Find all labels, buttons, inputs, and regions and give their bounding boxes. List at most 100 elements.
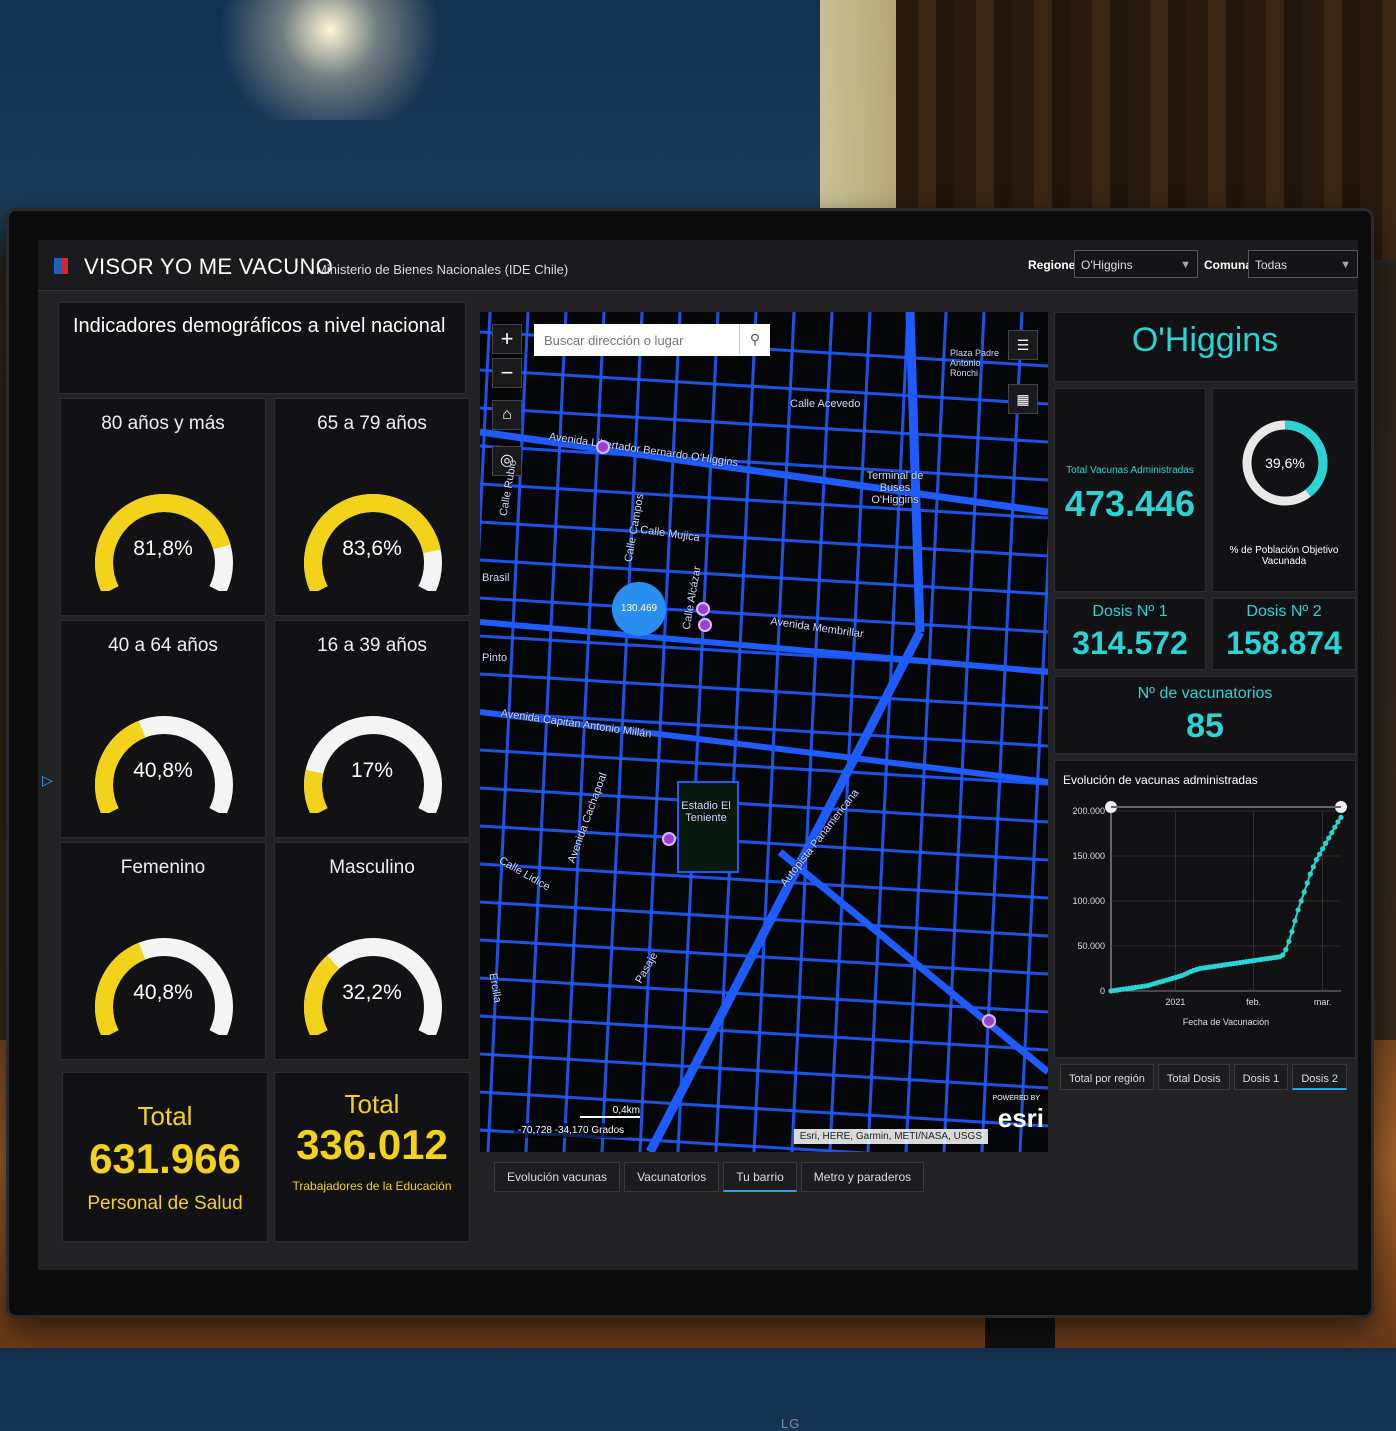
map-coordinates: -70,728 -34,170 Grados bbox=[514, 1123, 629, 1138]
x-axis-title: Fecha de Vacunación bbox=[1183, 1017, 1269, 1027]
evolucion-chart: 0 50.000 100.000 150.000 200.000 2021 feb. mar.… bbox=[1072, 801, 1347, 1027]
place-label: Estadio El Teniente bbox=[681, 800, 731, 824]
y-tick-label: 50.000 bbox=[1077, 941, 1105, 951]
donut-fill bbox=[1242, 420, 1328, 506]
tab-dosis-1[interactable]: Dosis 1 bbox=[1233, 1064, 1289, 1090]
gauge-arc bbox=[95, 938, 233, 1035]
data-point[interactable] bbox=[1301, 889, 1307, 895]
street-label: Pinto bbox=[482, 652, 508, 664]
tab-total-por-region[interactable]: Total por región bbox=[1060, 1064, 1154, 1090]
esri-powered-label: POWERED BY bbox=[992, 1095, 1040, 1102]
sidebar-toggle-icon[interactable]: ▷ bbox=[42, 772, 53, 788]
tab-dosis-2[interactable]: Dosis 2 bbox=[1292, 1064, 1347, 1090]
data-point[interactable] bbox=[1307, 871, 1313, 877]
data-point[interactable] bbox=[1286, 938, 1292, 945]
data-point[interactable] bbox=[1310, 864, 1316, 870]
data-point[interactable] bbox=[1335, 819, 1341, 825]
gauge-arc bbox=[304, 716, 442, 813]
tab-total-dosis[interactable]: Total Dosis bbox=[1157, 1064, 1230, 1090]
zoom-out-button[interactable]: − bbox=[492, 358, 522, 388]
data-point[interactable] bbox=[1329, 830, 1335, 836]
pct-donut: 39,6% bbox=[1242, 420, 1328, 506]
tab-evolucion-vacunas[interactable]: Evolución vacunas bbox=[494, 1162, 621, 1192]
comunas-select[interactable]: Todas ▼ bbox=[1248, 250, 1358, 278]
comunas-label: Comunas bbox=[1204, 258, 1259, 272]
y-tick-label: 100.000 bbox=[1072, 896, 1105, 906]
search-input[interactable] bbox=[534, 324, 746, 356]
gauge-fill bbox=[95, 716, 233, 813]
map-scale-bar: 0,4km bbox=[580, 1105, 640, 1118]
data-point[interactable] bbox=[1289, 929, 1295, 935]
data-point[interactable] bbox=[1326, 835, 1332, 841]
data-point[interactable] bbox=[1313, 857, 1320, 863]
gauge-card: Femenino 40,8% bbox=[60, 842, 266, 1060]
left-title-panel: Indicadores demográficos a nivel naciona… bbox=[58, 302, 466, 394]
locate-button[interactable]: ◎ bbox=[492, 446, 522, 476]
total-salud-sublabel: Personal de Salud bbox=[87, 1193, 243, 1214]
data-point[interactable] bbox=[1283, 947, 1289, 953]
lg-logo: LG bbox=[781, 1416, 801, 1431]
gauge-value: 32,2% bbox=[342, 981, 402, 1004]
y-tick-label: 0 bbox=[1100, 986, 1105, 996]
street-label: Terminal de Buses O'Higgins bbox=[866, 470, 924, 506]
gauge-value: 83,6% bbox=[342, 537, 402, 560]
vacunatorio-pin[interactable] bbox=[696, 602, 710, 616]
vacunatorio-pin[interactable] bbox=[596, 440, 610, 454]
total-salud-card: Total 631.966 Personal de Salud bbox=[62, 1072, 268, 1242]
data-point[interactable] bbox=[1320, 846, 1326, 852]
gauge-card: 80 años y más 81,8% bbox=[60, 398, 266, 616]
app-header: VISOR YO ME VACUNO Ministerio de Bienes … bbox=[38, 240, 1358, 291]
dosis2-card: Dosis Nº 2 158.874 bbox=[1212, 598, 1356, 670]
dosis2-value: 158.874 bbox=[1226, 625, 1342, 661]
esri-logo: esri bbox=[997, 1103, 1044, 1133]
data-point[interactable] bbox=[1292, 918, 1298, 924]
data-point[interactable] bbox=[1316, 851, 1323, 857]
comunas-value: Todas bbox=[1255, 258, 1288, 272]
evolucion-chart-panel: Evolución de vacunas administradas 0 50.0… bbox=[1054, 760, 1356, 1058]
gauge-card: Masculino 32,2% bbox=[274, 842, 470, 1060]
data-point[interactable] bbox=[1298, 898, 1304, 904]
gauge-card: 40 a 64 años 40,8% bbox=[60, 620, 266, 838]
vaccination-cluster-marker[interactable]: 130.469 bbox=[612, 582, 666, 636]
vacunatorio-pin[interactable] bbox=[662, 832, 676, 846]
tab-vacunatorios[interactable]: Vacunatorios bbox=[624, 1162, 720, 1192]
vacunatorio-pin[interactable] bbox=[982, 1014, 996, 1028]
gauge-fill bbox=[304, 938, 442, 1035]
tab-tu-barrio[interactable]: Tu barrio bbox=[723, 1162, 797, 1192]
gauge-fill bbox=[304, 494, 442, 591]
chart-title: Evolución de vacunas administradas bbox=[1063, 773, 1258, 787]
gauge-arc bbox=[304, 938, 442, 1035]
search-icon[interactable]: ⚲ bbox=[739, 324, 770, 354]
map-search[interactable]: ⚲ bbox=[534, 324, 770, 356]
map-view[interactable]: + − ⌂ ◎ ⚲ ☰ ▦ Calle Acevedo Avenida Libe… bbox=[480, 312, 1048, 1152]
chevron-down-icon: ▼ bbox=[1340, 259, 1351, 271]
gauge-fill bbox=[95, 938, 233, 1035]
home-button[interactable]: ⌂ bbox=[492, 400, 522, 430]
regiones-select[interactable]: O'Higgins ▼ bbox=[1074, 250, 1198, 278]
total-educacion-value: 336.012 bbox=[296, 1121, 448, 1168]
data-point[interactable] bbox=[1323, 840, 1329, 846]
gauge-fill bbox=[95, 494, 233, 591]
basemap-gallery-icon[interactable]: ▦ bbox=[1008, 384, 1038, 414]
x-tick-label: 2021 bbox=[1165, 997, 1185, 1007]
data-point[interactable] bbox=[1280, 952, 1286, 958]
tab-metro-paraderos[interactable]: Metro y paraderos bbox=[800, 1162, 925, 1192]
map-tabs: Evolución vacunas Vacunatorios Tu barrio… bbox=[494, 1162, 928, 1192]
data-point[interactable] bbox=[1332, 824, 1338, 830]
gauge-label: 65 a 79 años bbox=[317, 413, 427, 434]
data-point[interactable] bbox=[1304, 880, 1310, 886]
chevron-down-icon: ▼ bbox=[1180, 259, 1191, 271]
data-point[interactable] bbox=[1338, 814, 1344, 820]
vacunatorios-label: Nº de vacunatorios bbox=[1137, 685, 1273, 702]
layer-list-icon[interactable]: ☰ bbox=[1008, 330, 1038, 360]
vacunatorio-pin[interactable] bbox=[698, 618, 712, 632]
regiones-label: Regiones bbox=[1028, 258, 1083, 272]
pct-value: 39,6% bbox=[1265, 455, 1305, 471]
data-point[interactable] bbox=[1295, 907, 1301, 913]
zoom-in-button[interactable]: + bbox=[492, 324, 522, 354]
total-vacunas-label: Total Vacunas Administradas bbox=[1066, 465, 1194, 476]
region-title-card: O'Higgins bbox=[1054, 312, 1356, 382]
gauge-fill bbox=[304, 716, 442, 813]
dosis1-value: 314.572 bbox=[1072, 625, 1188, 661]
gauge-label: 40 a 64 años bbox=[108, 635, 218, 656]
